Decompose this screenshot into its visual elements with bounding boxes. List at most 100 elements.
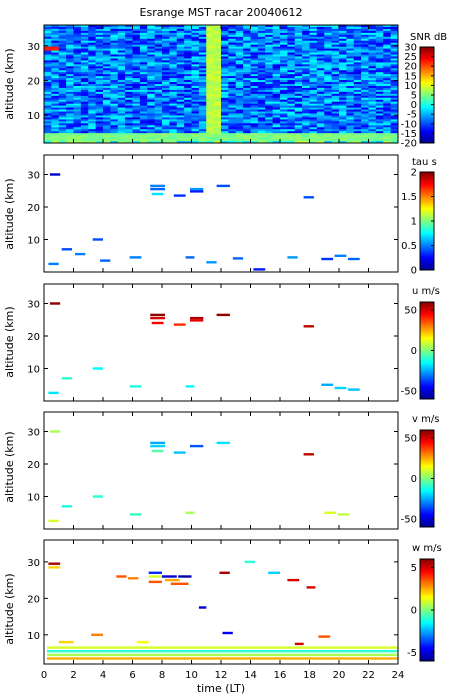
snr-cell	[221, 95, 229, 99]
snr-cell	[346, 119, 355, 122]
snr-cell	[117, 44, 126, 47]
snr-cell	[280, 26, 288, 30]
snr-cell	[95, 44, 104, 47]
snr-cell	[309, 76, 318, 79]
snr-cell	[287, 115, 296, 118]
snr-cell	[125, 74, 133, 77]
snr-cell	[383, 52, 391, 55]
snr-cell	[302, 56, 310, 59]
snr-cell	[154, 36, 163, 40]
snr-cell	[80, 93, 89, 97]
snr-cell	[302, 135, 310, 138]
snr-cell	[228, 101, 237, 104]
snr-cell	[257, 48, 266, 51]
snr-cell	[88, 119, 96, 122]
snr-cell	[280, 74, 288, 77]
snr-cell	[221, 141, 229, 143]
snr-cell	[206, 141, 214, 143]
w-xtick-label: 24	[392, 670, 405, 681]
snr-cell	[80, 121, 89, 124]
snr-cell	[184, 40, 192, 43]
snr-cell	[280, 62, 288, 65]
snr-cell	[73, 66, 82, 69]
snr-cell	[125, 62, 133, 65]
snr-cell	[331, 97, 340, 101]
snr-cell	[265, 72, 273, 75]
snr-cell	[58, 121, 67, 124]
snr-cell	[235, 25, 244, 28]
snr-cell	[257, 113, 266, 116]
snr-cell	[162, 46, 170, 49]
snr-cell	[184, 58, 192, 61]
w-echo-segment	[148, 571, 162, 574]
u-ctick-label: 50	[404, 306, 417, 317]
snr-cell	[272, 62, 281, 65]
snr-cell	[316, 93, 325, 97]
snr-cell	[66, 103, 74, 106]
snr-cell	[361, 74, 369, 77]
snr-cell	[95, 36, 104, 40]
snr-cell	[294, 107, 303, 110]
w-echo-segment	[318, 635, 331, 638]
snr-cell	[110, 107, 119, 110]
snr-cell	[80, 87, 89, 91]
snr-cell	[243, 26, 251, 30]
snr-cell	[58, 44, 67, 47]
snr-cell	[110, 62, 119, 65]
snr-cell	[139, 64, 148, 67]
snr-cell	[302, 103, 310, 106]
snr-cell	[103, 78, 111, 81]
snr-cell	[132, 78, 141, 81]
snr-cell	[66, 72, 74, 75]
snr-cell	[58, 60, 67, 63]
snr-cell	[206, 135, 214, 138]
snr-cell	[250, 121, 259, 124]
snr-cell	[213, 64, 222, 67]
snr-cell	[309, 58, 318, 61]
snr-cell	[324, 89, 332, 93]
snr-cell	[184, 64, 192, 67]
snr-cell	[198, 74, 207, 77]
snr-cell	[243, 46, 251, 49]
snr-cell	[191, 127, 200, 130]
snr-cell	[66, 82, 74, 85]
snr-cell	[243, 56, 251, 59]
snr-cell	[280, 84, 288, 87]
snr-cell	[103, 93, 111, 97]
snr-cell	[243, 70, 251, 73]
snr-cell	[316, 36, 325, 40]
snr-cell	[353, 46, 362, 49]
w-ylabel: altitude (km)	[3, 573, 16, 644]
snr-cell	[191, 137, 200, 140]
snr-cell	[198, 89, 207, 93]
snr-cell	[272, 87, 281, 91]
snr-cell	[73, 105, 82, 108]
snr-cell	[176, 48, 185, 51]
snr-cell	[235, 89, 244, 93]
snr-cell	[309, 121, 318, 124]
snr-cell	[58, 139, 67, 142]
snr-cell	[383, 111, 391, 114]
snr-cell	[110, 34, 119, 38]
snr-cell	[176, 103, 185, 106]
snr-cell	[235, 133, 244, 136]
snr-cell	[309, 25, 318, 28]
snr-cell	[265, 119, 273, 122]
snr-cell	[287, 133, 296, 136]
snr-cell	[44, 82, 52, 85]
snr-cell	[58, 99, 67, 102]
snr-cell	[383, 93, 391, 97]
snr-cell	[324, 36, 332, 40]
snr-cell	[235, 60, 244, 63]
snr-cell	[117, 34, 126, 38]
snr-cell	[235, 111, 244, 114]
snr-cell	[184, 32, 192, 36]
snr-cell	[309, 66, 318, 69]
snr-cell	[95, 60, 104, 63]
snr-cell	[162, 133, 170, 136]
snr-cell	[302, 54, 310, 57]
snr-cell	[309, 95, 318, 99]
snr-cell	[250, 119, 259, 122]
snr-cell	[250, 25, 259, 28]
snr-cell	[95, 123, 104, 126]
